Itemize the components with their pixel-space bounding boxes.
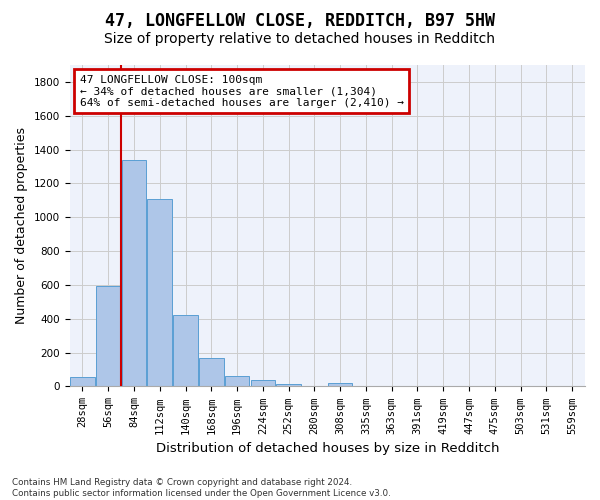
Bar [225,376,249,386]
Text: 47, LONGFELLOW CLOSE, REDDITCH, B97 5HW: 47, LONGFELLOW CLOSE, REDDITCH, B97 5HW [105,12,495,30]
Bar [70,377,95,386]
Bar [328,383,352,386]
Y-axis label: Number of detached properties: Number of detached properties [15,127,28,324]
X-axis label: Distribution of detached houses by size in Redditch: Distribution of detached houses by size … [155,442,499,455]
Text: 47 LONGFELLOW CLOSE: 100sqm
← 34% of detached houses are smaller (1,304)
64% of : 47 LONGFELLOW CLOSE: 100sqm ← 34% of det… [80,74,404,108]
Bar [96,286,121,386]
Bar [251,380,275,386]
Bar [173,314,198,386]
Bar [277,384,301,386]
Bar [122,160,146,386]
Bar [199,358,224,386]
Text: Size of property relative to detached houses in Redditch: Size of property relative to detached ho… [104,32,496,46]
Text: Contains HM Land Registry data © Crown copyright and database right 2024.
Contai: Contains HM Land Registry data © Crown c… [12,478,391,498]
Bar [148,198,172,386]
